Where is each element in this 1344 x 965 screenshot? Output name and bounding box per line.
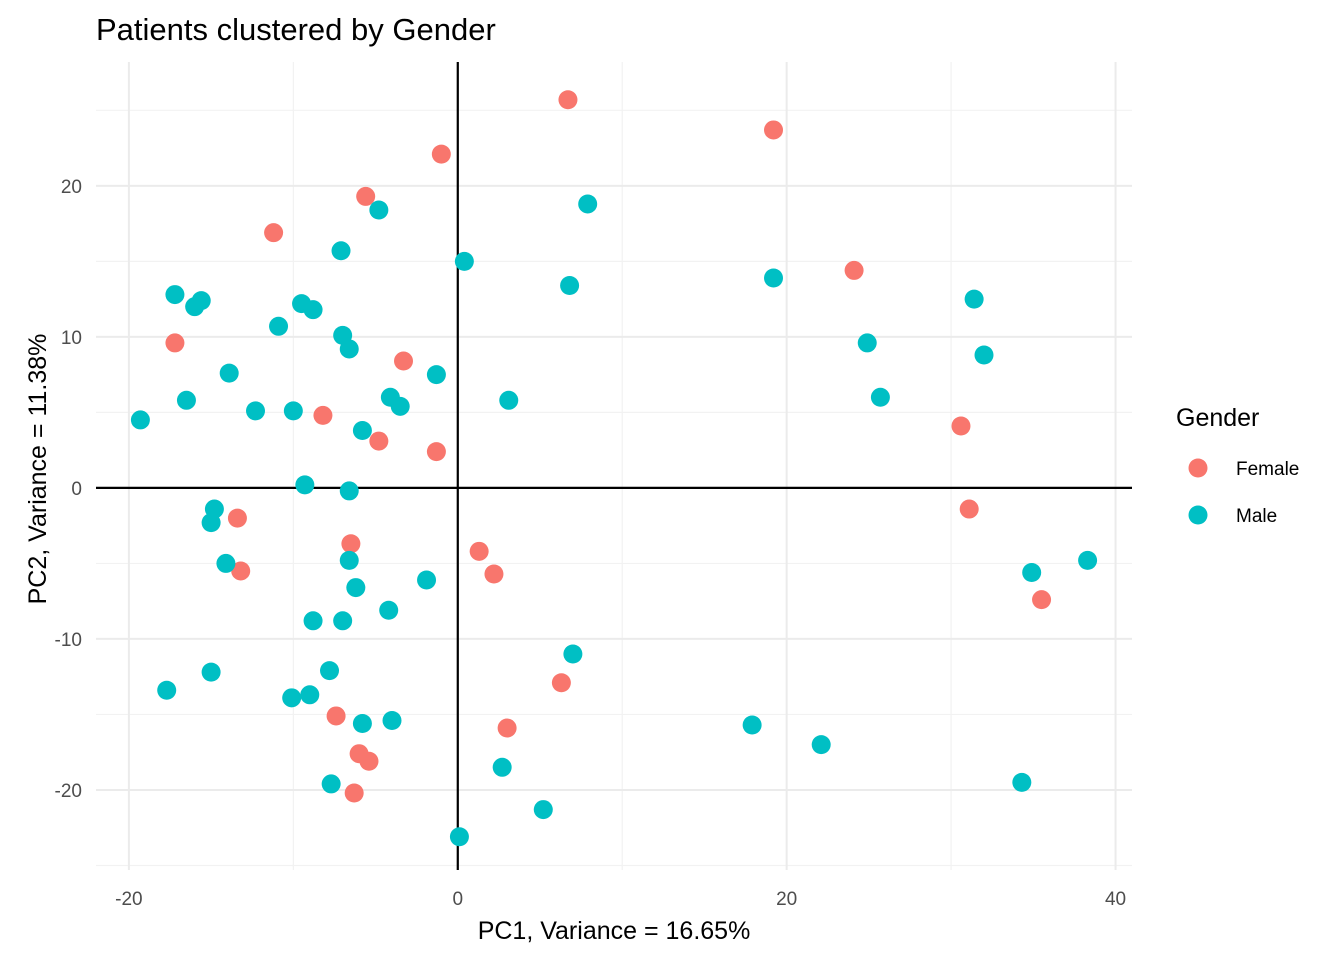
male-data-point (492, 757, 512, 777)
female-data-point (369, 431, 389, 451)
female-data-point (469, 541, 489, 561)
male-data-point (742, 715, 762, 735)
x-tick-label: -20 (115, 889, 142, 910)
y-tick-label: -10 (55, 630, 82, 651)
male-data-point (300, 685, 320, 705)
female-data-point (484, 564, 504, 584)
x-tick-label: 40 (1105, 889, 1126, 910)
female-data-point (313, 405, 333, 425)
male-data-point (454, 251, 474, 271)
male-data-point (282, 688, 302, 708)
female-data-point (264, 223, 284, 243)
male-data-point (563, 644, 583, 664)
legend-label-male: Male (1236, 506, 1277, 527)
grid-lines (96, 62, 1132, 870)
legend: Gender Female Male (1176, 404, 1299, 527)
male-data-point (283, 401, 303, 421)
male-data-point (201, 662, 221, 682)
y-axis-title: PC2, Variance = 11.38% (24, 334, 52, 605)
female-data-point (394, 351, 414, 371)
male-data-point (369, 200, 389, 220)
male-data-point (352, 421, 372, 441)
female-data-point (344, 783, 364, 803)
male-data-point (185, 297, 205, 317)
male-data-point (964, 289, 984, 309)
female-data-point (431, 144, 451, 164)
male-data-point (379, 600, 399, 620)
male-data-point (346, 578, 366, 598)
y-tick-label: 20 (61, 177, 82, 198)
female-data-point (426, 442, 446, 462)
legend-label-female: Female (1236, 459, 1299, 480)
male-data-point (974, 345, 994, 365)
male-data-point (246, 401, 266, 421)
male-data-point (331, 241, 351, 261)
chart-title: Patients clustered by Gender (96, 12, 496, 47)
male-data-point (811, 735, 831, 755)
male-data-point (578, 194, 598, 214)
female-data-point (497, 718, 517, 738)
female-data-point (359, 751, 379, 771)
female-data-point (165, 333, 185, 353)
female-data-point (764, 120, 784, 140)
male-data-point (764, 268, 784, 288)
male-data-point (1012, 772, 1032, 792)
female-data-point (356, 186, 376, 206)
female-data-point (227, 508, 247, 528)
female-data-point (326, 706, 346, 726)
female-data-point (341, 534, 361, 554)
male-data-point (321, 774, 341, 794)
male-data-point (1022, 562, 1042, 582)
male-data-point (1078, 550, 1098, 570)
male-data-point (269, 316, 289, 336)
male-data-point (165, 285, 185, 305)
female-data-point (959, 499, 979, 519)
male-data-point (499, 390, 519, 410)
male-data-point (390, 396, 410, 416)
x-axis-title: PC1, Variance = 16.65% (478, 917, 751, 945)
legend-key-male (1188, 505, 1208, 525)
male-data-point (333, 611, 353, 631)
x-tick-label: 20 (776, 889, 797, 910)
male-data-point (426, 365, 446, 385)
tick-labels: -20 0 20 40 -20 -10 0 10 20 (55, 177, 1127, 910)
data-points (130, 90, 1098, 847)
female-data-point (951, 416, 971, 436)
female-data-point (1032, 590, 1052, 610)
male-data-point (339, 339, 359, 359)
male-data-point (533, 800, 553, 820)
male-data-point (417, 570, 437, 590)
legend-key-female (1188, 458, 1208, 478)
male-data-point (857, 333, 877, 353)
male-data-point (216, 553, 236, 573)
y-tick-label: -20 (55, 781, 82, 802)
x-tick-label: 0 (452, 889, 463, 910)
male-data-point (201, 513, 221, 533)
male-data-point (130, 410, 150, 430)
female-data-point (551, 673, 571, 693)
male-data-point (382, 710, 402, 730)
male-data-point (320, 661, 340, 681)
female-data-point (558, 90, 578, 110)
female-data-point (231, 561, 251, 581)
male-data-point (303, 611, 323, 631)
male-data-point (449, 827, 469, 847)
male-data-point (560, 276, 580, 296)
male-data-point (176, 390, 196, 410)
male-data-point (870, 387, 890, 407)
female-data-point (844, 260, 864, 280)
male-data-point (352, 714, 372, 734)
male-data-point (339, 481, 359, 501)
male-data-point (219, 363, 239, 383)
reference-lines (96, 62, 1132, 870)
legend-title: Gender (1176, 404, 1259, 432)
male-data-point (295, 475, 315, 495)
male-data-point (157, 680, 177, 700)
y-tick-label: 0 (71, 479, 82, 500)
male-data-point (303, 300, 323, 320)
male-data-point (339, 550, 359, 570)
y-tick-label: 10 (61, 328, 82, 349)
